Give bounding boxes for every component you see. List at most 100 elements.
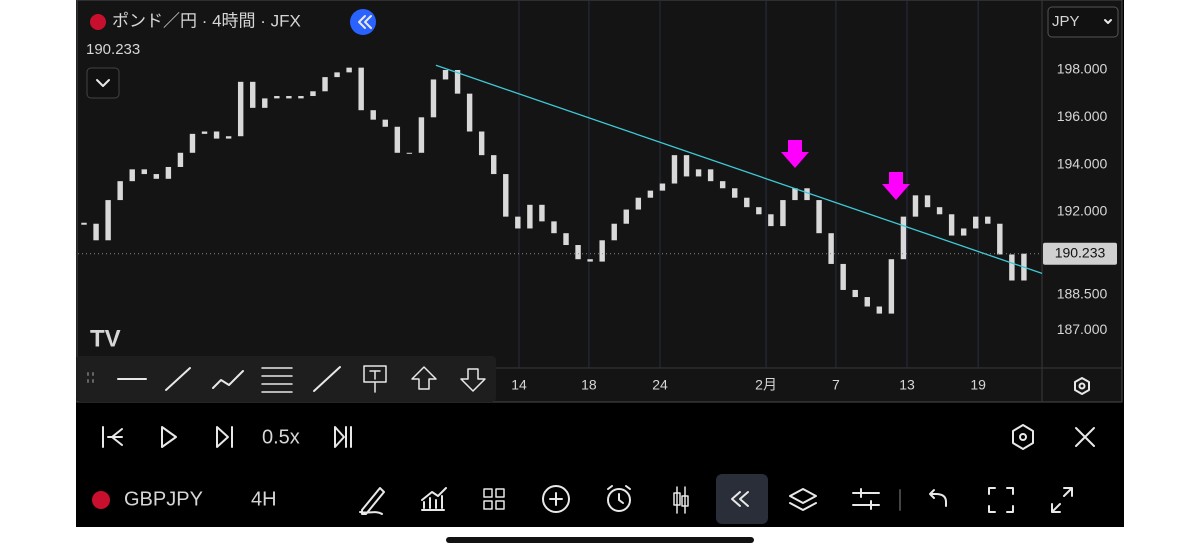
candle — [442, 70, 449, 80]
candle — [575, 245, 581, 260]
candle — [828, 233, 834, 264]
candle — [683, 155, 690, 177]
candle — [611, 223, 617, 241]
candle — [756, 207, 762, 215]
candle — [225, 136, 232, 139]
tool-text[interactable] — [363, 365, 387, 393]
candle — [189, 133, 196, 153]
currency-select[interactable] — [1047, 6, 1119, 38]
candle — [201, 131, 208, 134]
replay-controls — [102, 424, 1095, 450]
draw-icon[interactable] — [359, 487, 385, 515]
drawing-toolbar — [76, 356, 496, 402]
y-tick-label: 194.000 — [1057, 155, 1108, 171]
replay-icon — [358, 15, 372, 29]
play[interactable] — [161, 426, 177, 448]
candle — [406, 152, 413, 154]
flag-icon — [90, 14, 106, 30]
bottom-icons — [359, 485, 1073, 515]
tv-logo: TV — [90, 325, 121, 352]
candle — [430, 79, 437, 118]
candle — [973, 216, 979, 229]
jump-back[interactable] — [102, 426, 123, 448]
flag-icon — [92, 491, 110, 509]
settings-dot — [1078, 382, 1086, 390]
candle — [551, 221, 557, 234]
candle — [539, 204, 545, 222]
interval[interactable]: 4H — [251, 488, 277, 510]
candle — [177, 152, 184, 167]
candle — [876, 306, 883, 314]
x-tick-label: 24 — [652, 377, 668, 393]
tool-ray[interactable] — [165, 367, 191, 391]
close-replay[interactable] — [1075, 427, 1095, 447]
candle — [322, 77, 328, 92]
last-price-box — [1043, 242, 1117, 265]
annotation-arrow — [781, 140, 809, 168]
candle — [985, 216, 991, 224]
settings-sliders[interactable] — [852, 488, 880, 510]
candle — [659, 183, 666, 191]
settings-icon[interactable] — [1074, 377, 1090, 395]
symbol[interactable]: GBPJPY — [124, 488, 203, 510]
candle — [141, 169, 147, 175]
fullscreen-icon[interactable] — [988, 487, 1014, 513]
collapse-button[interactable] — [86, 67, 120, 99]
candle — [997, 223, 1003, 255]
tool-arrow-down[interactable] — [460, 368, 486, 392]
y-tick-label: 198.000 — [1057, 61, 1108, 77]
y-tick-label: 196.000 — [1057, 108, 1108, 124]
candle — [491, 155, 497, 175]
trendline — [435, 64, 1043, 275]
candle — [864, 297, 870, 307]
candle — [129, 169, 135, 182]
fast-forward[interactable] — [334, 426, 352, 448]
candle — [153, 174, 160, 179]
chevron — [96, 79, 110, 87]
candle — [936, 207, 943, 215]
chevron — [1104, 19, 1112, 24]
candle — [105, 200, 111, 241]
step[interactable] — [216, 426, 233, 448]
x-tick-label: 18 — [581, 377, 597, 393]
candle — [768, 214, 774, 227]
tool-fib[interactable] — [261, 367, 293, 393]
candle — [732, 188, 738, 198]
candle — [647, 190, 654, 198]
candle — [852, 289, 858, 298]
candle — [948, 214, 955, 236]
candle — [478, 131, 485, 156]
candle — [503, 174, 509, 217]
speed[interactable]: 0.5x — [262, 426, 300, 448]
indicator-icon[interactable] — [421, 487, 447, 511]
candle — [93, 223, 99, 241]
tool-line[interactable] — [313, 366, 341, 392]
layout-icon[interactable] — [483, 488, 505, 510]
candle — [334, 72, 340, 78]
expand-icon[interactable] — [1051, 487, 1073, 513]
candle-icon[interactable] — [673, 486, 689, 514]
last-price-label: 190.233 — [1055, 244, 1106, 260]
layers-icon[interactable] — [789, 488, 817, 511]
x-tick-label: 13 — [899, 377, 915, 393]
add-icon[interactable] — [542, 485, 570, 513]
candle — [310, 91, 316, 97]
candle — [840, 263, 846, 290]
y-tick-label: 187.000 — [1057, 321, 1108, 337]
tool-arrow-up[interactable] — [411, 366, 437, 390]
candle — [671, 155, 678, 184]
replay-tab[interactable] — [716, 474, 768, 524]
candle — [117, 181, 123, 201]
alarm-icon[interactable] — [607, 488, 631, 512]
candle — [454, 70, 461, 94]
tool-path[interactable] — [212, 370, 244, 389]
undo-icon[interactable] — [929, 489, 947, 507]
annotation-arrow — [882, 172, 910, 200]
replay-button[interactable] — [350, 9, 376, 35]
replay-settings[interactable] — [1012, 424, 1034, 450]
candle — [346, 67, 352, 73]
candle — [418, 117, 425, 153]
candle — [563, 233, 569, 246]
candle — [900, 216, 907, 260]
